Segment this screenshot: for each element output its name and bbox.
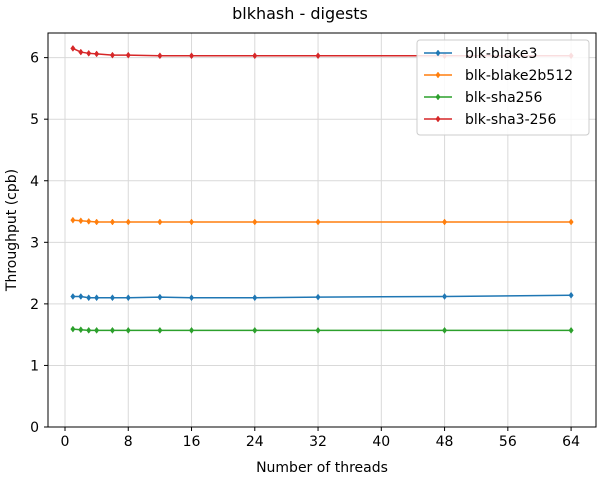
data-point <box>86 217 92 225</box>
x-tick-label: 0 <box>61 434 70 450</box>
data-point <box>252 52 258 60</box>
legend-marker <box>435 93 441 101</box>
chart-title: blkhash - digests <box>232 4 368 23</box>
grid <box>48 33 596 428</box>
x-tick-label: 48 <box>436 434 454 450</box>
data-point <box>252 294 258 302</box>
legend-box <box>416 39 590 136</box>
data-point <box>157 293 163 301</box>
data-point <box>188 52 195 60</box>
y-axis-ticks: 0 1 2 3 4 5 6 <box>30 51 48 436</box>
data-point <box>188 218 195 226</box>
legend-label: blk-blake3 <box>465 46 537 62</box>
x-tick-label: 40 <box>372 434 390 450</box>
data-point <box>94 294 100 302</box>
legend-item: blk-sha256 <box>424 90 542 106</box>
data-point <box>70 44 76 52</box>
data-point <box>568 218 574 226</box>
y-tick-label: 2 <box>30 297 39 313</box>
legend-label: blk-sha256 <box>465 90 542 106</box>
legend-marker <box>435 115 441 123</box>
legend-label: blk-blake2b512 <box>465 68 573 84</box>
x-tick-label: 16 <box>183 434 201 450</box>
data-point <box>568 326 574 334</box>
data-point <box>315 52 321 60</box>
legend: blk-blake3 blk-blake2b512 blk-sha256 blk-sh… <box>416 39 590 136</box>
data-point <box>78 48 84 56</box>
y-tick-label: 1 <box>30 358 39 374</box>
data-point <box>125 294 131 302</box>
data-point <box>70 293 76 300</box>
y-tick-label: 3 <box>30 235 39 251</box>
legend-item: blk-sha3-256 <box>424 112 556 128</box>
data-point <box>70 216 76 224</box>
data-point <box>125 51 131 59</box>
x-tick-label: 64 <box>562 434 580 450</box>
data-point <box>315 293 321 301</box>
data-point <box>315 326 321 334</box>
data-point <box>70 325 76 333</box>
data-point <box>94 326 100 334</box>
data-point <box>86 294 92 302</box>
data-point <box>78 326 84 334</box>
data-point <box>252 326 258 334</box>
data-point <box>109 326 116 334</box>
data-point <box>125 326 131 334</box>
data-point <box>78 293 84 300</box>
data-point <box>188 294 195 302</box>
series-line <box>72 328 572 332</box>
y-tick-label: 4 <box>30 174 39 190</box>
data-point <box>94 50 100 58</box>
series-blk-blake2b512 <box>70 216 574 226</box>
series-blk-blake3 <box>70 291 574 302</box>
data-point <box>86 326 92 334</box>
y-tick-label: 5 <box>30 112 39 128</box>
data-point <box>157 326 163 334</box>
legend-marker <box>435 71 441 79</box>
data-point <box>568 291 574 299</box>
data-point <box>78 217 84 225</box>
data-point <box>109 294 116 302</box>
data-point <box>157 218 163 226</box>
data-point <box>157 52 163 60</box>
data-point <box>442 326 448 334</box>
y-axis-label: Throughput (cpb) <box>4 169 20 292</box>
legend-item: blk-blake3 <box>424 46 537 62</box>
data-point <box>109 218 116 226</box>
data-point <box>442 218 448 226</box>
data-point <box>315 218 321 226</box>
data-point <box>86 49 92 57</box>
x-tick-label: 24 <box>246 434 264 450</box>
x-tick-label: 8 <box>124 434 133 450</box>
x-axis-ticks: 0 8 16 24 32 40 48 56 64 <box>61 427 580 450</box>
legend-item: blk-blake2b512 <box>424 68 573 84</box>
data-point <box>109 51 116 59</box>
data-point <box>188 326 195 334</box>
series-line <box>72 294 572 299</box>
data-point <box>94 218 100 226</box>
plot-frame <box>47 32 597 428</box>
data-point <box>125 218 131 226</box>
x-axis-label: Number of threads <box>256 460 388 476</box>
series-blk-sha256 <box>70 325 574 334</box>
series-line <box>72 219 572 223</box>
y-tick-label: 0 <box>30 420 39 436</box>
x-tick-label: 32 <box>309 434 327 450</box>
data-point <box>252 218 258 226</box>
y-tick-label: 6 <box>30 51 39 67</box>
data-point <box>442 293 448 300</box>
legend-marker <box>435 49 441 57</box>
legend-label: blk-sha3-256 <box>465 112 556 128</box>
x-tick-label: 56 <box>499 434 517 450</box>
